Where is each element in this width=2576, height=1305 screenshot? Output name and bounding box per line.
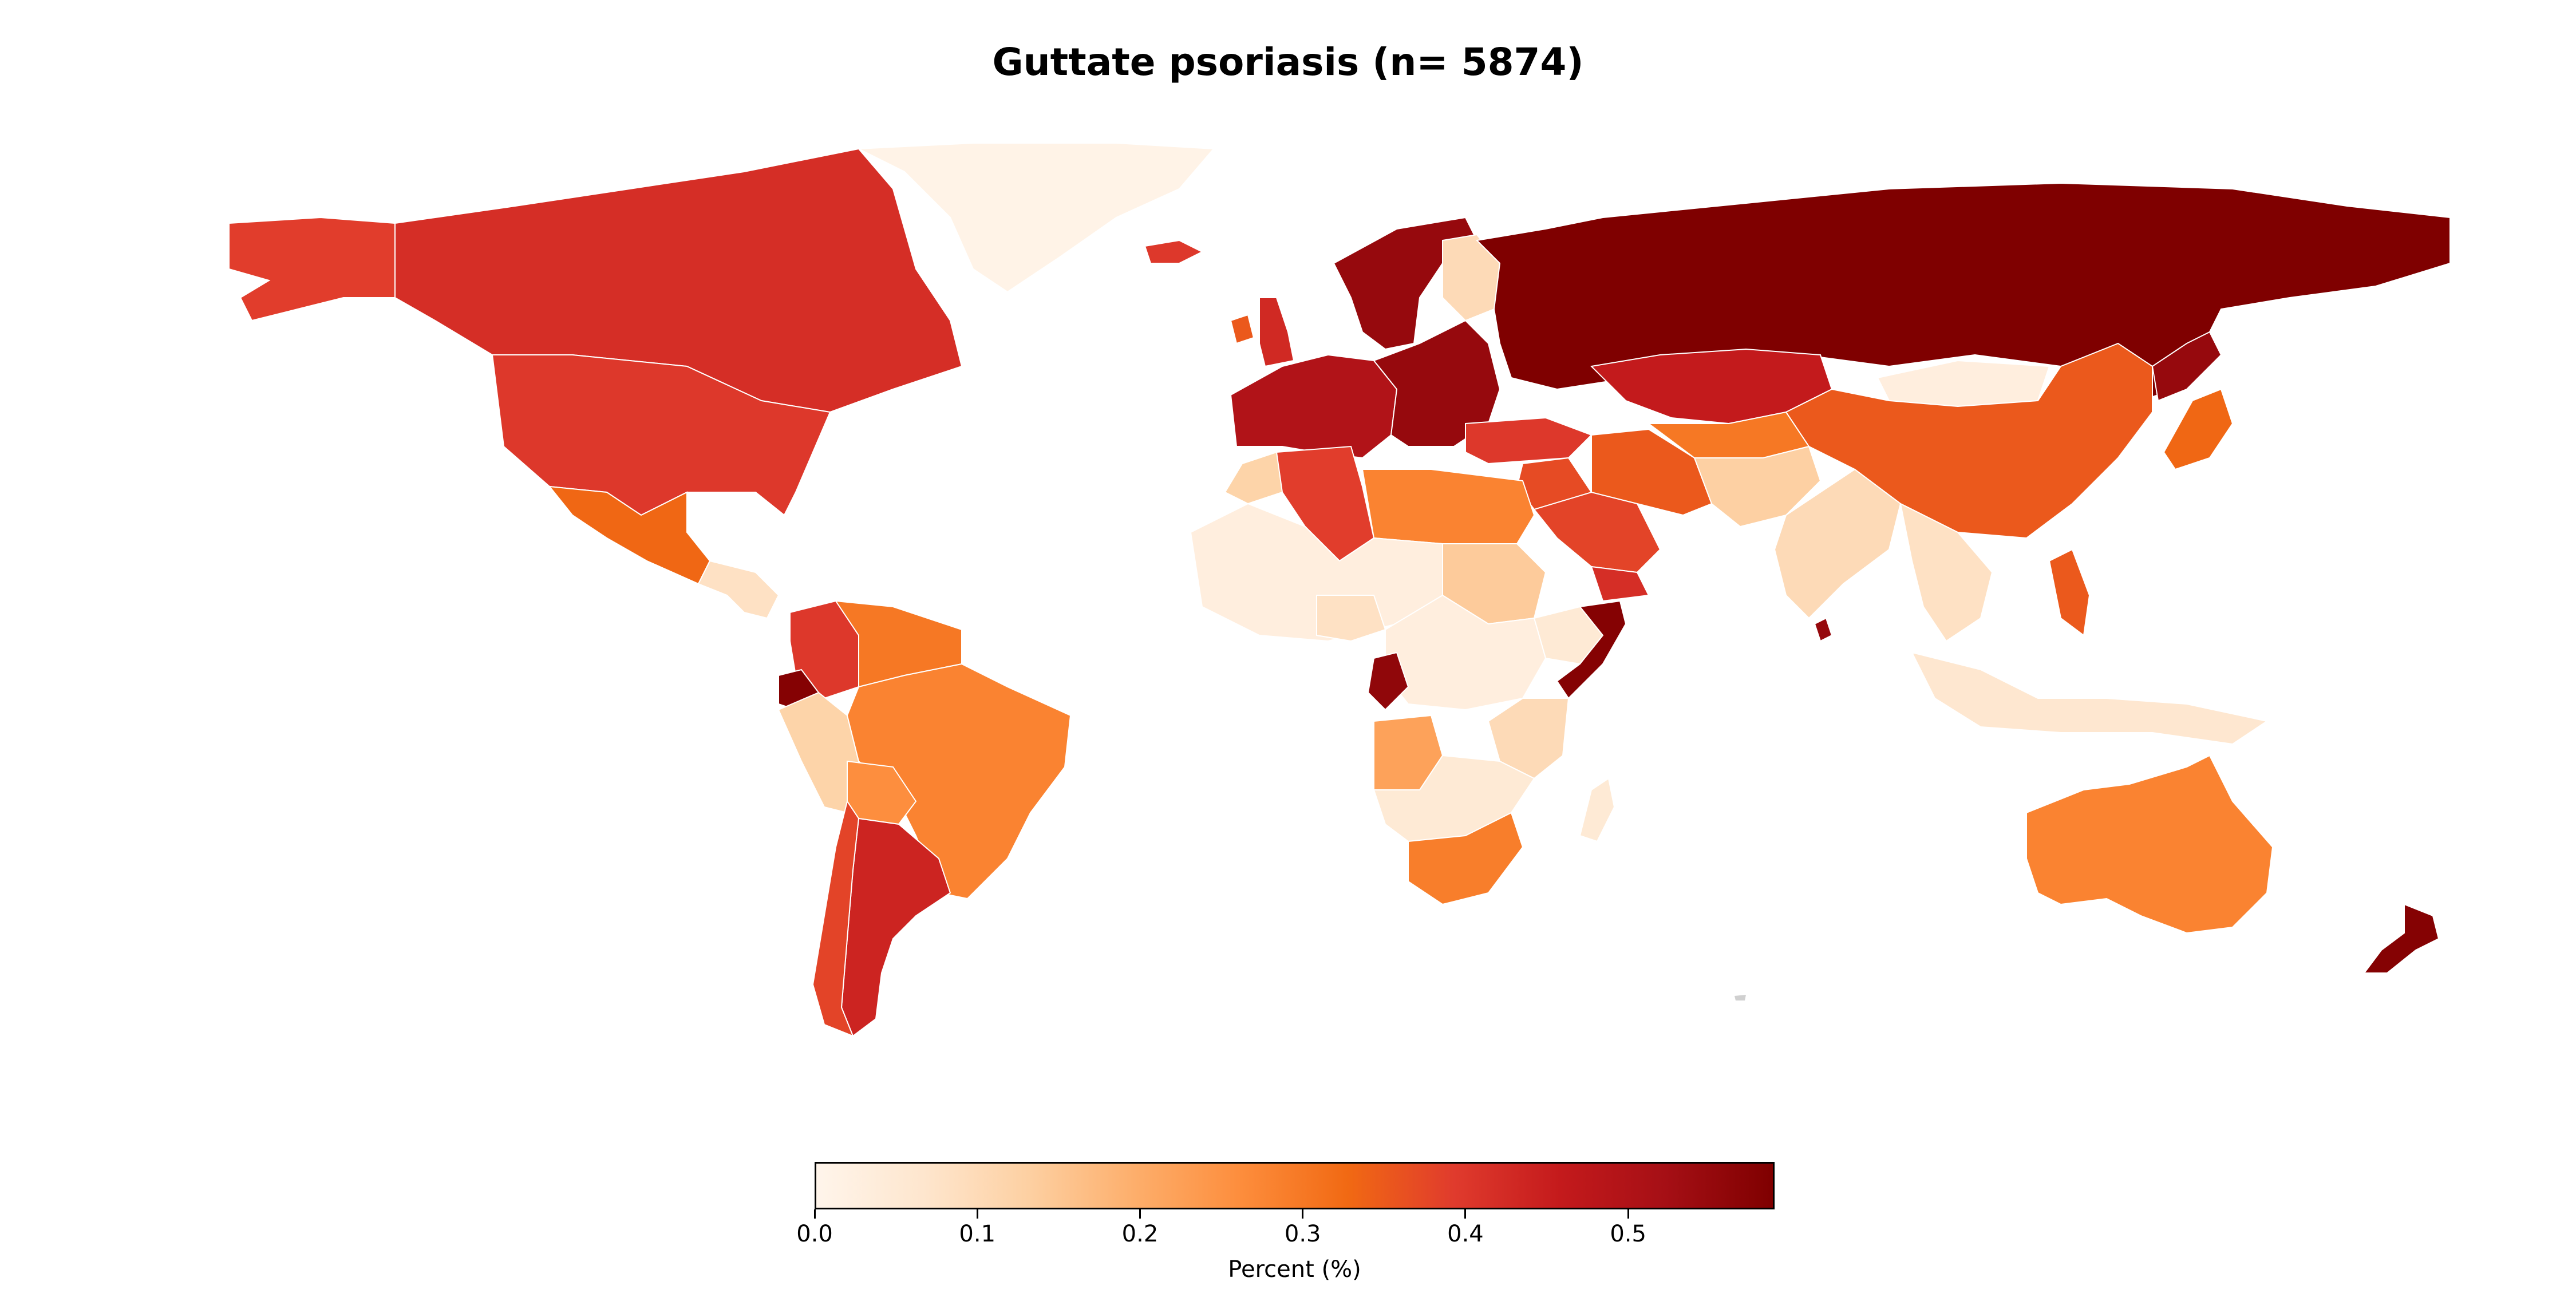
region-australia: Australia <box>2026 756 2273 933</box>
region-nigeria: Nigeria <box>1317 595 1385 641</box>
colorbar-label: Percent (%) <box>815 1256 1775 1283</box>
colorbar-tick-label: 0.1 <box>931 1221 1023 1247</box>
region-ireland: Ireland <box>1231 315 1254 343</box>
region-mongolia: Mongolia <box>1878 361 2049 406</box>
region-western-europe: Western Europe <box>1231 355 1397 458</box>
region-central-america: Central America <box>698 561 779 618</box>
region-madagascar: Madagascar <box>1580 778 1614 841</box>
region-libya-egypt: Libya and Egypt <box>1362 469 1534 544</box>
colorbar-tick-mark <box>1139 1209 1141 1219</box>
region-japan: Japan <box>2164 389 2233 469</box>
region-sri-lanka: Sri Lanka <box>1815 618 1832 641</box>
region-turkey: Turkey <box>1465 418 1591 464</box>
colorbar-tick-mark <box>1464 1209 1466 1219</box>
world-map: Alaska Canada United States Greenland Me… <box>0 0 2576 1145</box>
region-alaska: Alaska <box>229 217 395 321</box>
region-philippines: Philippines <box>2049 549 2089 635</box>
colorbar-tick-label: 0.3 <box>1257 1221 1349 1247</box>
colorbar-tick-mark <box>977 1209 978 1219</box>
region-yemen: Yemen <box>1591 567 1649 601</box>
region-iceland: Iceland <box>1145 240 1202 263</box>
colorbar-tick-mark <box>814 1209 816 1219</box>
colorbar-tick-mark <box>1302 1209 1303 1219</box>
region-nodata-fragment <box>1735 995 1746 1000</box>
colorbar-tick-label: 0.4 <box>1420 1221 1511 1247</box>
region-indonesia: Indonesia <box>1912 652 2267 744</box>
colorbar-tick-label: 0.5 <box>1582 1221 1674 1247</box>
colorbar-tick-label: 0.0 <box>769 1221 860 1247</box>
region-united-kingdom: United Kingdom <box>1259 298 1294 366</box>
region-new-zealand: New Zealand <box>2364 904 2439 973</box>
colorbar-tick-label: 0.2 <box>1094 1221 1186 1247</box>
colorbar <box>815 1162 1775 1209</box>
colorbar-tick-mark <box>1627 1209 1629 1219</box>
